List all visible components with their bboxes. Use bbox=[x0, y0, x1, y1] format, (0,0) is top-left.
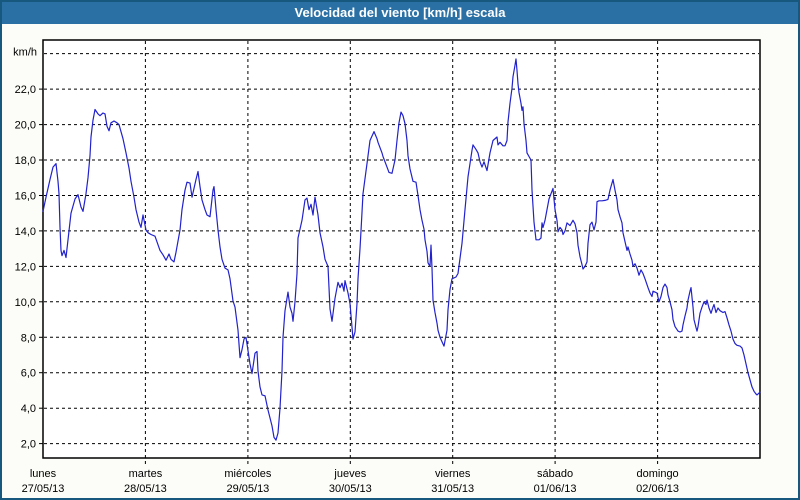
y-tick-label: 16,0 bbox=[15, 191, 36, 203]
wind-speed-series-line bbox=[42, 58, 761, 441]
window-title: Velocidad del viento [km/h] escala bbox=[294, 5, 506, 20]
y-tick-label: 4,0 bbox=[21, 403, 36, 415]
y-tick-label: 18,0 bbox=[15, 155, 36, 167]
y-tick-label: 22,0 bbox=[15, 84, 36, 96]
plot-border bbox=[42, 39, 761, 459]
plot-area bbox=[43, 40, 760, 458]
x-day-label: viernes bbox=[435, 468, 471, 480]
x-day-label: lunes bbox=[30, 468, 57, 480]
y-axis-unit-label: km/h bbox=[13, 47, 37, 59]
x-date-label: 31/05/13 bbox=[431, 483, 474, 495]
y-tick-label: 6,0 bbox=[21, 368, 36, 380]
y-tick-label: 10,0 bbox=[15, 297, 36, 309]
x-day-label: martes bbox=[129, 468, 163, 480]
x-date-label: 29/05/13 bbox=[226, 483, 269, 495]
title-bar: Velocidad del viento [km/h] escala bbox=[2, 2, 798, 24]
y-tick-label: 14,0 bbox=[15, 226, 36, 238]
y-tick-label: 20,0 bbox=[15, 120, 36, 132]
x-date-label: 27/05/13 bbox=[22, 483, 65, 495]
wind-speed-chart: 22,0 20,0 18,0 16,0 14,0 12,0 10,0 8,0 6,0 4,0 2,0… bbox=[13, 39, 761, 495]
y-tick-label: 2,0 bbox=[21, 439, 36, 451]
x-day-label: miércoles bbox=[224, 468, 272, 480]
x-date-label: 30/05/13 bbox=[329, 483, 372, 495]
x-date-label: 28/05/13 bbox=[124, 483, 167, 495]
y-tick-label: 8,0 bbox=[21, 332, 36, 344]
x-day-label: sábado bbox=[537, 468, 573, 480]
x-day-label: domingo bbox=[636, 468, 678, 480]
x-date-label: 01/06/13 bbox=[534, 483, 577, 495]
x-day-label: jueves bbox=[333, 468, 366, 480]
x-date-label: 02/06/13 bbox=[636, 483, 679, 495]
y-tick-label: 12,0 bbox=[15, 261, 36, 273]
